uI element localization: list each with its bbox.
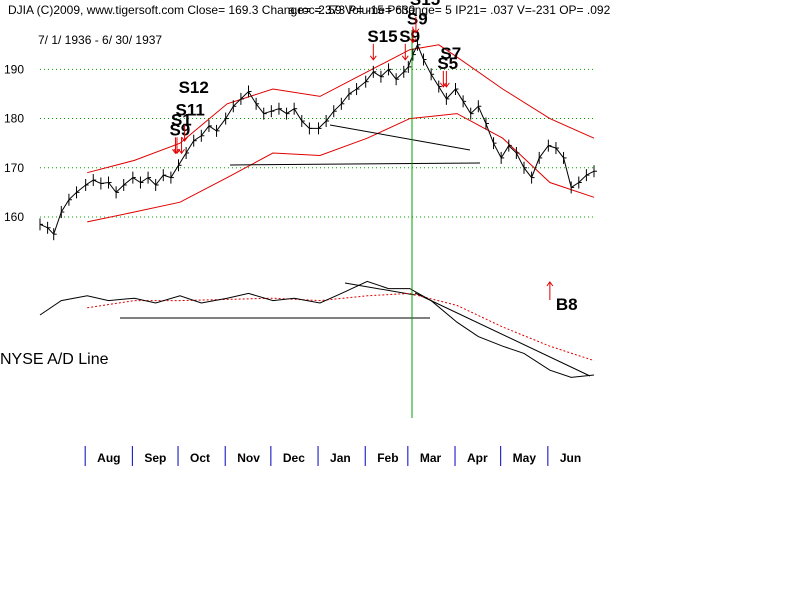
ad-trendline-1	[344, 282, 416, 296]
price-bars	[39, 38, 597, 241]
y-tick-labels: 160 170 180 190	[4, 62, 24, 224]
signal-label-7: S15	[410, 0, 440, 9]
trendlines	[120, 124, 591, 377]
signal-label-10: B8	[556, 295, 578, 314]
signal-label-8: S5	[437, 54, 458, 73]
signal-label-2: S11	[176, 100, 205, 119]
signal-arrowhead-10	[546, 281, 554, 287]
ad-moving-average	[87, 292, 595, 362]
ad-panel-label: NYSE A/D Line	[0, 351, 109, 368]
month-label-jan: Jan	[330, 451, 351, 465]
header-dates: 7/ 1/ 1936 - 6/ 30/ 1937	[38, 33, 162, 47]
y-tick-160: 160	[4, 210, 24, 224]
ad-line	[39, 280, 595, 378]
month-label-dec: Dec	[283, 451, 305, 465]
signal-arrowhead-3	[181, 136, 188, 142]
y-tick-170: 170	[4, 161, 24, 175]
signal-arrowhead-7	[412, 28, 420, 34]
month-label-nov: Nov	[237, 451, 260, 465]
signal-label-1: S1	[171, 110, 192, 129]
month-label-aug: Aug	[97, 451, 120, 465]
header-right: a.roc=.373 P= -15 Pchange= 5 IP21= .037 …	[288, 3, 611, 17]
month-label-apr: Apr	[467, 451, 488, 465]
signal-arrowhead-9	[442, 82, 450, 88]
ad-trendline-2	[414, 292, 591, 377]
month-label-sep: Sep	[144, 451, 166, 465]
month-label-feb: Feb	[377, 451, 398, 465]
header-left: DJIA (C)2009, www.tigersoft.com Close= 1…	[8, 3, 416, 17]
signal-label-9: S7	[440, 44, 461, 63]
signal-arrowhead-8	[439, 82, 447, 88]
price-line	[39, 43, 595, 236]
ad-line-series	[39, 280, 595, 378]
month-label-oct: Oct	[190, 451, 210, 465]
y-tick-180: 180	[4, 112, 24, 126]
signals: S9S1S11S12S15S9S9S15S5S7B8	[169, 0, 577, 314]
signal-label-3: S12	[179, 78, 209, 97]
neckline	[229, 162, 481, 166]
bollinger-bands	[87, 44, 595, 223]
y-tick-190: 190	[4, 62, 24, 76]
gridlines	[40, 68, 594, 218]
month-label-may: May	[513, 451, 537, 465]
signal-label-5: S9	[399, 27, 420, 46]
signal-label-6: S9	[407, 10, 428, 29]
signal-label-4: S15	[367, 27, 397, 46]
signal-arrowhead-5	[401, 55, 409, 61]
month-label-mar: Mar	[420, 451, 442, 465]
month-axis: Aug Sep Oct Nov Dec Jan Feb Mar Apr May Jun	[84, 446, 581, 466]
support-trendline	[329, 124, 471, 151]
month-label-jun: Jun	[560, 451, 581, 465]
signal-arrowhead-4	[369, 55, 377, 61]
upper-band	[87, 44, 595, 174]
signal-arrowhead-2	[178, 149, 185, 155]
signal-arrowhead-6	[409, 38, 417, 44]
